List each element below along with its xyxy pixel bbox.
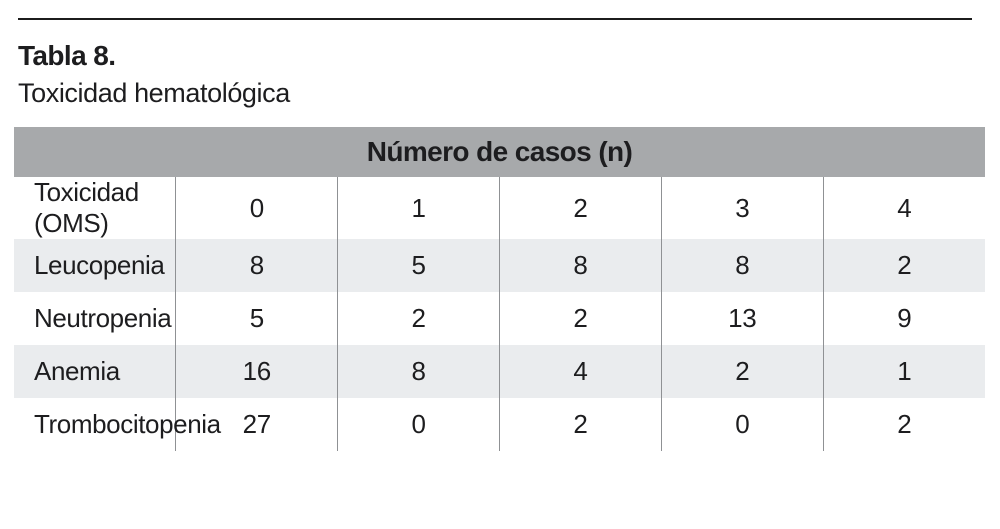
cell-value: 8 [498,239,662,292]
table-row-toxicidad: Toxicidad (OMS) 0 1 2 3 4 [14,177,985,239]
cell-value: 4 [822,177,985,239]
toxicity-table: Número de casos (n) Toxicidad (OMS) 0 1 … [14,127,985,451]
cell-value: 1 [337,177,500,239]
table-header-cell: Número de casos (n) [14,127,985,177]
cell-value: 2 [660,345,824,398]
row-label: Toxicidad (OMS) [34,177,139,238]
cell-value: 2 [498,398,662,451]
cell-value: 2 [337,292,500,345]
table-title: Tabla 8. [18,40,116,71]
row-label: Neutropenia [34,303,172,333]
cell-value: 8 [337,345,500,398]
cell-value: 13 [660,292,824,345]
cell-value: 4 [498,345,662,398]
cell-value: 9 [822,292,985,345]
cell-value: 3 [660,177,824,239]
cell-value: 2 [498,292,662,345]
cell-value: 5 [337,239,500,292]
table-header-row: Número de casos (n) [14,127,985,177]
cell-value: 2 [498,177,662,239]
cell-value: 0 [660,398,824,451]
top-rule [18,18,972,20]
cell-value: 2 [822,239,985,292]
cell-value: 1 [822,345,985,398]
row-label: Anemia [34,356,120,386]
cell-value: 16 [175,345,338,398]
cell-value: 27 [175,398,338,451]
cell-value: 8 [175,239,338,292]
cell-value: 2 [822,398,985,451]
cell-value: 8 [660,239,824,292]
cell-value: 0 [337,398,500,451]
table-row-anemia: Anemia 16 8 4 2 1 [14,345,985,398]
table-row-leucopenia: Leucopenia 8 5 8 8 2 [14,239,985,292]
row-label: Trombocitopenia [34,409,221,439]
cell-value: 5 [175,292,338,345]
cell-value: 0 [175,177,338,239]
table-row-trombocitopenia: Trombocitopenia 27 0 2 0 2 [14,398,985,451]
row-label: Leucopenia [34,250,165,280]
table-subtitle: Toxicidad hematológica [18,78,290,108]
table-row-neutropenia: Neutropenia 5 2 2 13 9 [14,292,985,345]
